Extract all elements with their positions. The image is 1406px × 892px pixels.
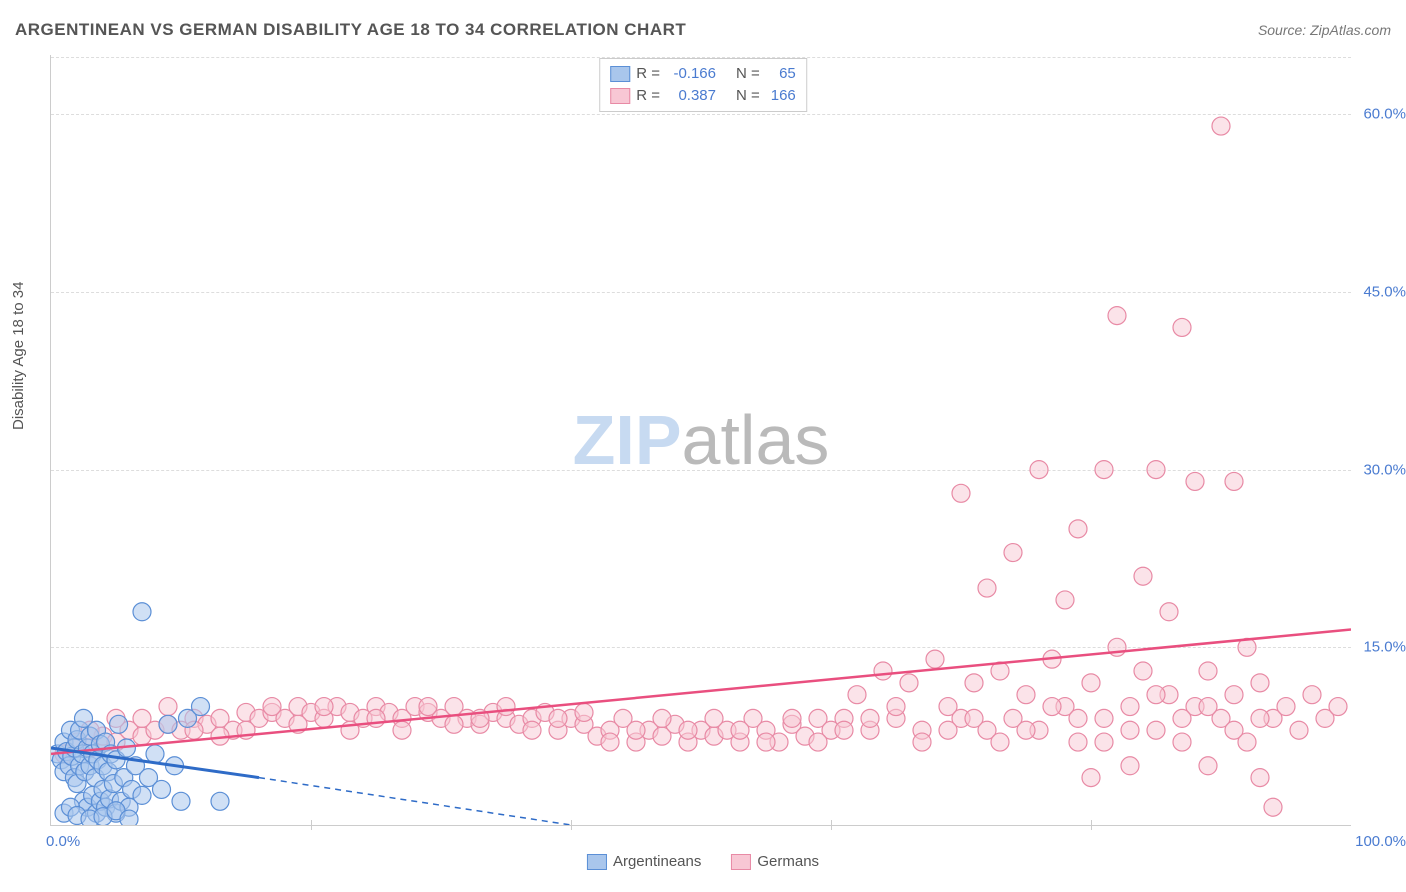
y-tick-label: 45.0% xyxy=(1363,283,1406,300)
y-axis-label: Disability Age 18 to 34 xyxy=(10,282,27,430)
chart-title: ARGENTINEAN VS GERMAN DISABILITY AGE 18 … xyxy=(15,20,686,40)
scatter-plot xyxy=(51,55,1351,825)
legend-stats-row-1: R = 0.387 N = 166 xyxy=(610,85,796,107)
y-tick-label: 30.0% xyxy=(1363,461,1406,478)
legend-series: Argentineans Germans xyxy=(587,853,819,870)
source-label: Source: ZipAtlas.com xyxy=(1258,22,1391,38)
swatch-icon xyxy=(610,66,630,82)
y-tick-label: 15.0% xyxy=(1363,639,1406,656)
swatch-icon xyxy=(587,854,607,870)
chart-area: ZIPatlas 15.0%30.0%45.0%60.0% 0.0% 100.0… xyxy=(50,55,1351,826)
x-tick-end: 100.0% xyxy=(1355,833,1406,850)
swatch-icon xyxy=(610,88,630,104)
y-tick-label: 60.0% xyxy=(1363,106,1406,123)
legend-stats-row-0: R = -0.166 N = 65 xyxy=(610,63,796,85)
legend-stats: R = -0.166 N = 65 R = 0.387 N = 166 xyxy=(599,58,807,112)
legend-item-argentineans: Argentineans xyxy=(587,853,701,870)
x-tick-start: 0.0% xyxy=(46,833,80,850)
legend-item-germans: Germans xyxy=(731,853,819,870)
swatch-icon xyxy=(731,854,751,870)
